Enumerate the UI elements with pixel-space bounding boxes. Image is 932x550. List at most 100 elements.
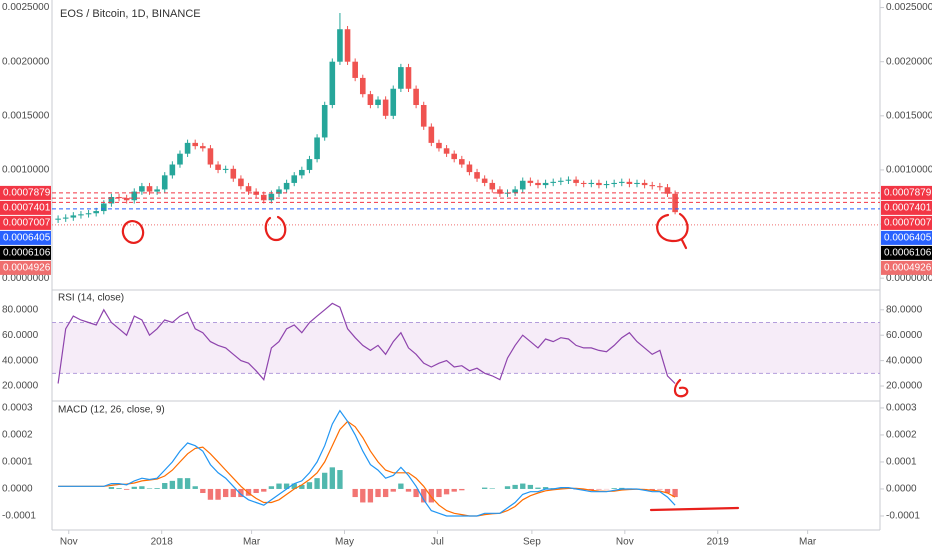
candle-body: [55, 218, 61, 220]
macd-histogram-bar: [108, 487, 115, 489]
price-label: 0.0006405: [3, 233, 51, 244]
candle-body: [139, 186, 145, 192]
macd-histogram-bar: [146, 488, 153, 489]
candle-body: [100, 203, 107, 212]
candle-body: [215, 164, 221, 170]
candle-body: [474, 172, 480, 179]
drawn-circle: [121, 220, 145, 244]
candle-body: [192, 142, 199, 147]
macd-histogram-bar: [215, 488, 221, 500]
price-label-box: [881, 185, 932, 200]
y-tick-label: -0.0001: [886, 511, 920, 522]
macd-histogram-bar: [306, 482, 313, 489]
price-label: 0.0007007: [3, 218, 51, 229]
candle-body: [222, 168, 229, 170]
macd-histogram-bar: [268, 486, 275, 489]
macd-histogram-bar: [223, 488, 229, 498]
price-label-box: [881, 245, 932, 260]
macd-histogram-bar: [451, 488, 457, 492]
macd-histogram-bar: [139, 486, 145, 489]
macd-histogram-bar: [314, 478, 320, 489]
macd-histogram-bar: [299, 484, 305, 489]
candle-body: [230, 168, 237, 179]
candle-body: [291, 175, 298, 183]
candle-body: [268, 193, 275, 201]
y-tick-label: 0.0000000: [886, 273, 932, 284]
candle-body: [405, 67, 412, 89]
y-tick-label: 0.0003: [2, 403, 33, 414]
candle-body: [413, 88, 419, 105]
y-tick-label: 0.0000000: [2, 273, 50, 284]
candle-body: [497, 189, 503, 194]
macd-histogram-bar: [596, 488, 602, 490]
candle-body: [344, 29, 351, 62]
macd-histogram-bar: [337, 470, 343, 489]
macd-histogram-bar: [428, 488, 435, 503]
candle-body: [146, 186, 153, 192]
macd-histogram-bar: [436, 488, 442, 498]
x-tick-label: Nov: [60, 537, 78, 548]
macd-histogram-bar: [367, 488, 374, 503]
candle-body: [375, 99, 381, 105]
macd-histogram-bar: [481, 487, 488, 489]
macd-histogram-bar: [520, 483, 526, 489]
candle-body: [535, 182, 541, 186]
candle-body: [398, 67, 404, 89]
y-tick-label: 0.0010000: [2, 165, 50, 176]
candle-body: [573, 179, 579, 183]
macd-histogram-bar: [230, 488, 236, 498]
macd-histogram-bar: [276, 483, 282, 489]
macd-histogram-bar: [123, 488, 130, 490]
price-label: 0.0004926: [3, 263, 51, 274]
candle-body: [436, 142, 442, 149]
macd-histogram-bar: [352, 488, 358, 498]
candle-body: [481, 178, 488, 183]
macd-histogram-bar: [382, 488, 389, 498]
macd-histogram-bar: [512, 484, 518, 489]
x-tick-label: Sep: [523, 537, 541, 548]
macd-histogram-bar: [581, 488, 587, 491]
y-tick-label: 0.0000: [2, 484, 33, 495]
macd-histogram-bar: [162, 483, 168, 489]
macd-histogram-bar: [200, 488, 206, 494]
macd-histogram-bar: [360, 488, 366, 503]
y-tick-label: 0.0025000: [2, 2, 50, 13]
candle-body: [108, 196, 115, 204]
candle-body: [85, 213, 92, 215]
candle-body: [70, 215, 77, 218]
candle-body: [299, 169, 305, 176]
macd-histogram-bar: [588, 488, 594, 491]
y-tick-label: 80.0000: [2, 304, 39, 315]
rsi-title: RSI (14, close): [58, 293, 124, 304]
price-label-box: [0, 215, 51, 230]
candle-body: [177, 153, 183, 165]
y-tick-label: 80.0000: [886, 304, 923, 315]
candle-body: [420, 104, 427, 127]
y-tick-label: 60.0000: [2, 330, 39, 341]
macd-histogram-bar: [329, 467, 335, 489]
x-tick-label: 2018: [151, 537, 174, 548]
y-tick-label: 0.0015000: [2, 110, 50, 121]
macd-histogram-bar: [664, 488, 671, 494]
y-tick-label: 0.0000: [886, 484, 917, 495]
drawn-six: [673, 378, 689, 398]
candle-body: [611, 182, 617, 185]
drawn-line: [649, 506, 740, 512]
price-label-box: [0, 245, 51, 260]
price-label-box: [881, 200, 932, 215]
candle-body: [588, 182, 595, 185]
candle-body: [329, 61, 336, 105]
macd-histogram-bar: [413, 488, 419, 498]
x-tick-label: 2019: [707, 537, 730, 548]
y-tick-label: 20.0000: [886, 381, 923, 392]
y-tick-label: 0.0001: [886, 457, 917, 468]
candle-body: [238, 178, 244, 187]
macd-histogram-bar: [238, 488, 244, 498]
macd-histogram-bar: [390, 488, 396, 492]
candle-body: [657, 186, 663, 188]
macd-histogram-bar: [207, 488, 214, 500]
price-label: 0.0007879: [884, 188, 932, 199]
price-label: 0.0007401: [3, 203, 51, 214]
